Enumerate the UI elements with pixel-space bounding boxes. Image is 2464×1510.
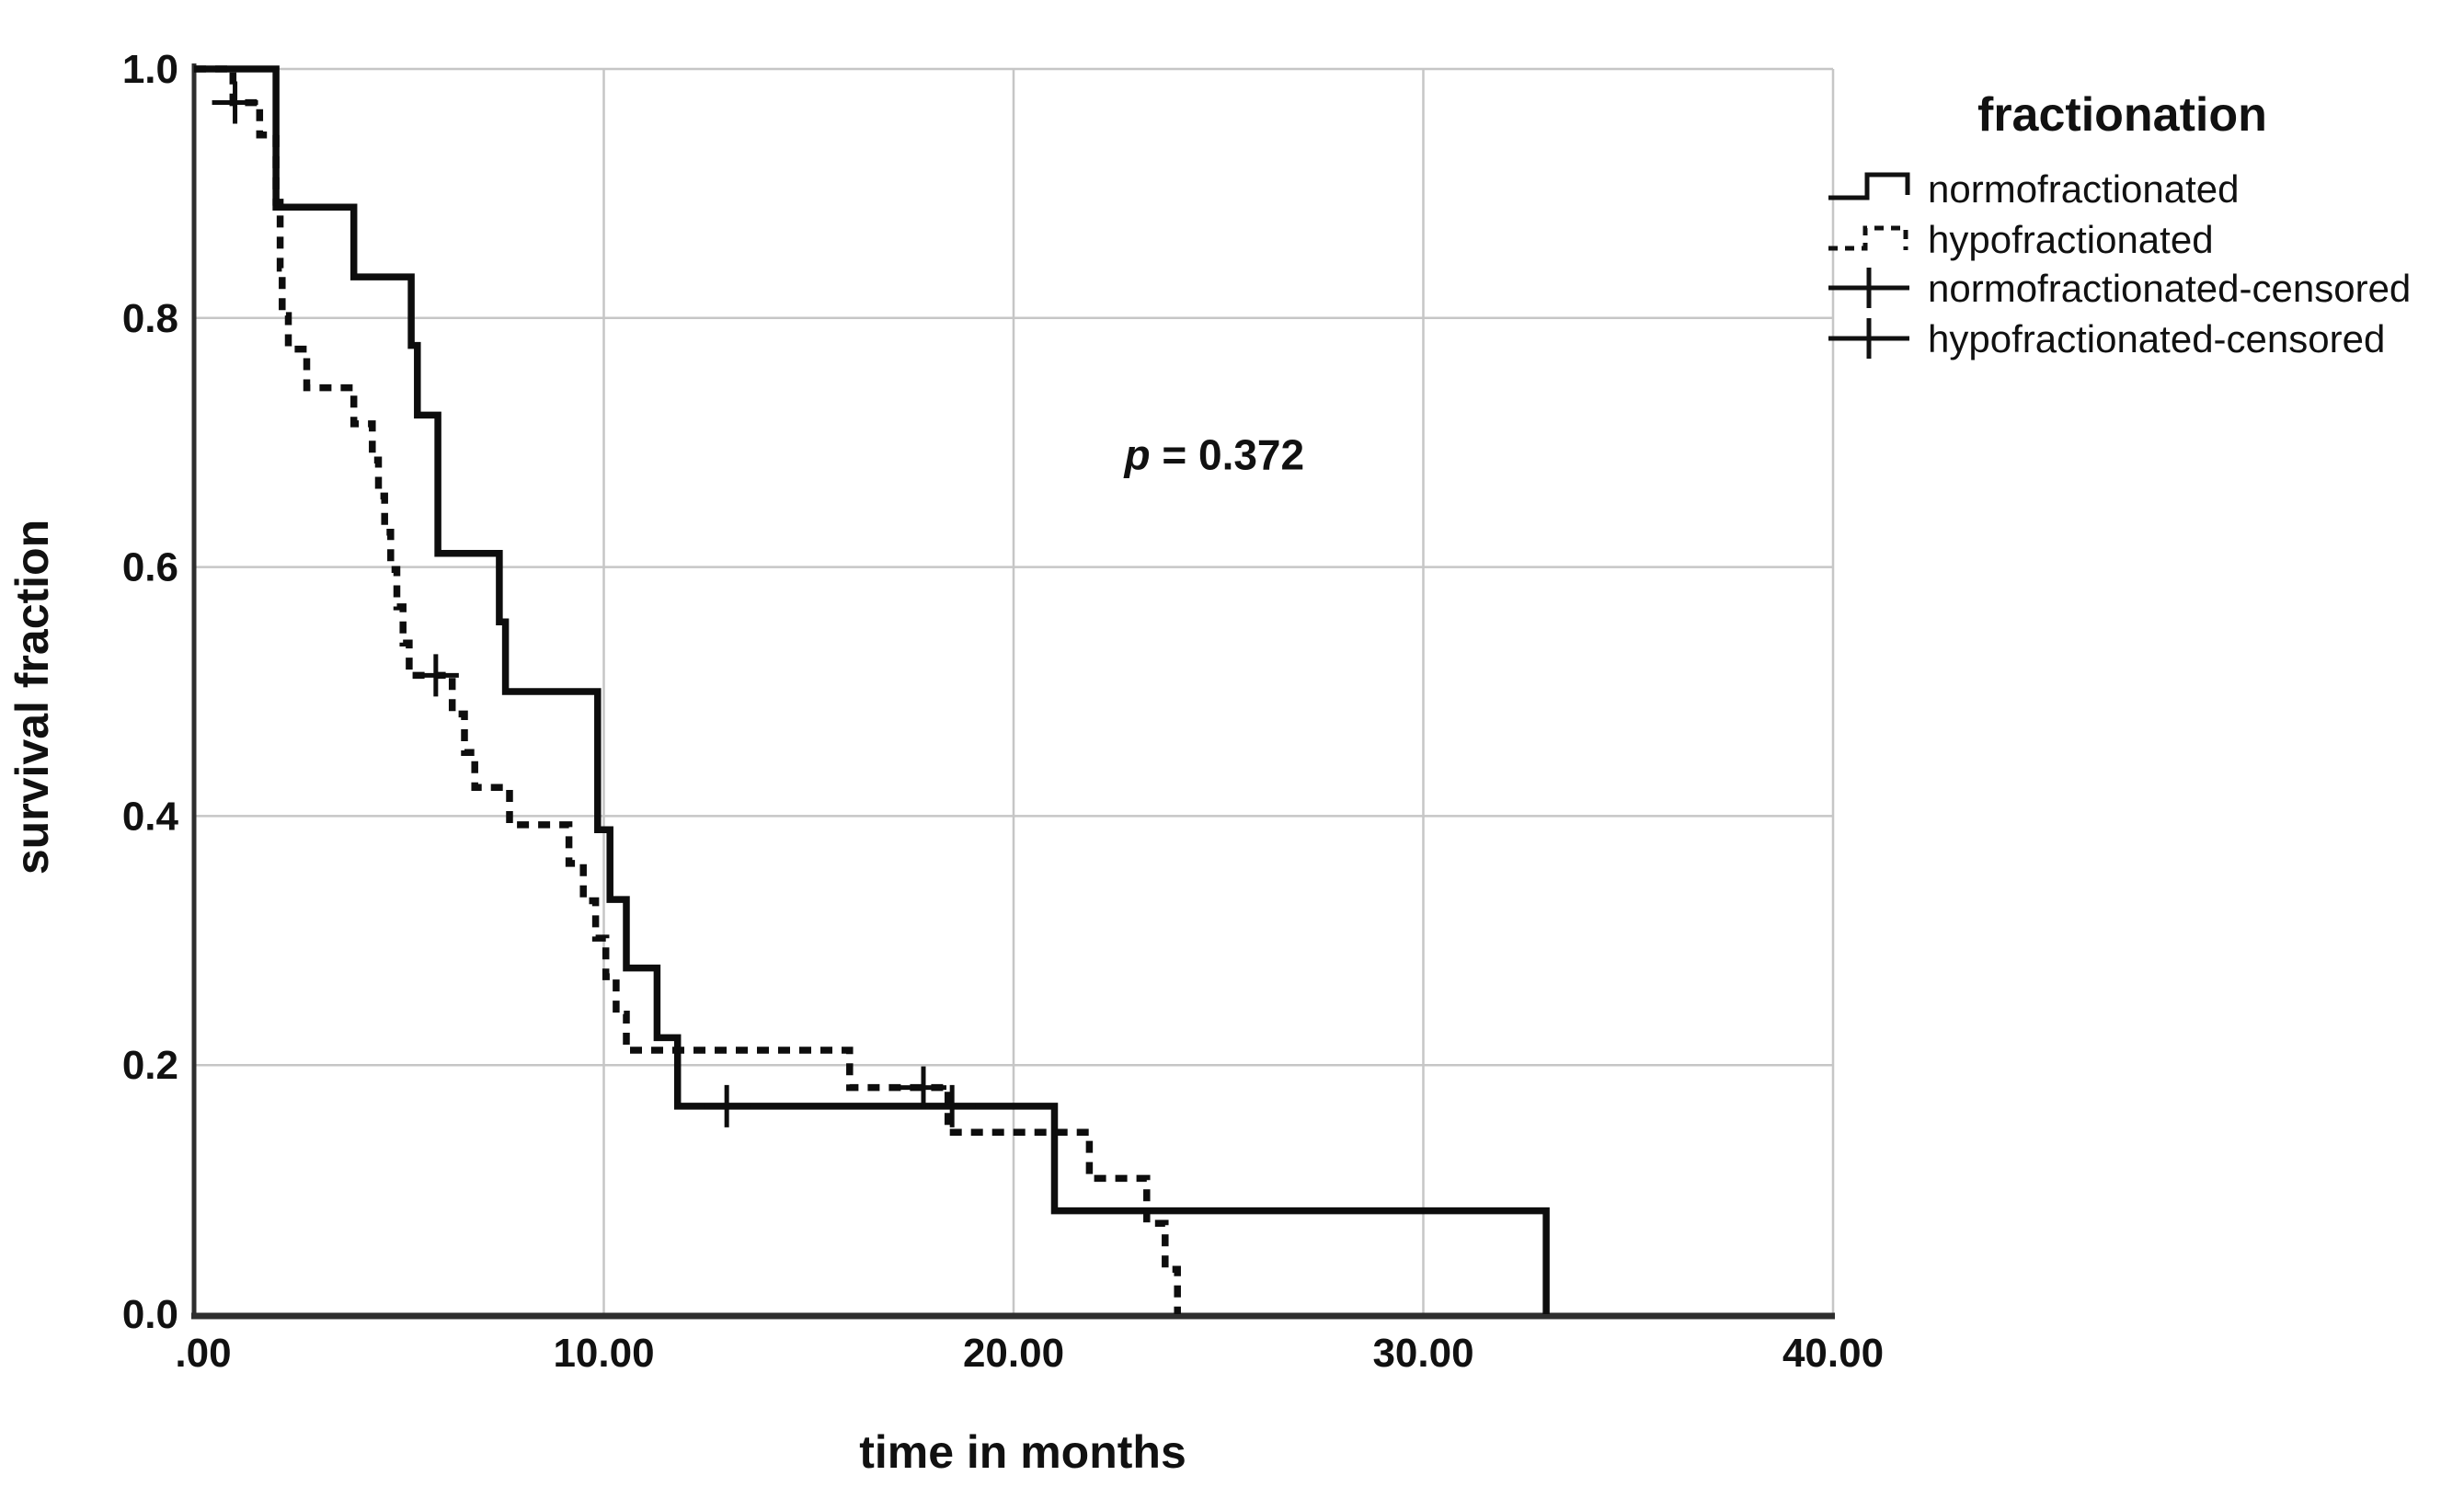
x-tick-label: 40.00	[1782, 1331, 1884, 1376]
y-tick-label: 0.4	[122, 794, 179, 839]
survival-curve-normofractionated	[194, 65, 1550, 1314]
survival-curve-hypofractionated	[194, 65, 1181, 1314]
y-tick-label: 0.8	[122, 296, 178, 341]
solid-step-line-icon	[1828, 172, 1910, 200]
censor-mark-hypofractionated	[412, 654, 459, 697]
legend-item-hypofractionated: hypofractionated	[1828, 218, 2214, 261]
legend-item-label: normofractionated	[1928, 167, 2240, 211]
censor-mark-hypofractionated	[212, 81, 258, 124]
x-tick-label: .00	[175, 1331, 231, 1376]
censor-plus-icon	[1828, 318, 1909, 359]
censor-marks	[212, 81, 976, 1127]
censor-mark-normofractionated	[929, 1084, 976, 1127]
censor-mark-normofractionated	[704, 1084, 751, 1127]
tick-labels: 0.0 0.2 0.4 0.6 0.8 1.0 .00 10.00 20.00 30.00 40.0…	[122, 47, 1884, 1376]
legend-item-normofractionated-censored: normofractionated-censored	[1828, 267, 2411, 310]
legend-item-label: hypofractionated-censored	[1928, 317, 2385, 360]
x-tick-label: 30.00	[1372, 1331, 1473, 1376]
x-tick-label: 10.00	[553, 1331, 654, 1376]
y-tick-label: 1.0	[122, 47, 178, 92]
survival-curves	[194, 65, 1550, 1314]
x-tick-label: 20.00	[963, 1331, 1064, 1376]
legend-title: fractionation	[1977, 88, 2267, 142]
axes	[191, 63, 1835, 1320]
gridlines	[194, 67, 1835, 1314]
legend-item-label: normofractionated-censored	[1928, 267, 2411, 310]
censor-plus-icon	[1828, 268, 1909, 308]
legend-item-hypofractionated-censored: hypofractionated-censored	[1828, 317, 2385, 360]
y-tick-label: 0.6	[122, 545, 178, 590]
p-value-annotation: p = 0.372	[1122, 431, 1304, 479]
x-axis-title: time in months	[859, 1426, 1186, 1478]
censor-mark-hypofractionated	[900, 1066, 946, 1109]
legend: fractionation normofractionated hypofrac…	[1828, 88, 2411, 360]
y-tick-label: 0.0	[122, 1292, 178, 1337]
y-tick-label: 0.2	[122, 1043, 178, 1088]
legend-item-label: hypofractionated	[1928, 218, 2214, 261]
y-axis-title: survival fraction	[6, 520, 58, 875]
dashed-step-line-icon	[1828, 225, 1908, 251]
legend-item-normofractionated: normofractionated	[1828, 167, 2240, 211]
p-value-text: = 0.372	[1151, 431, 1305, 479]
p-value-symbol: p	[1122, 431, 1150, 479]
